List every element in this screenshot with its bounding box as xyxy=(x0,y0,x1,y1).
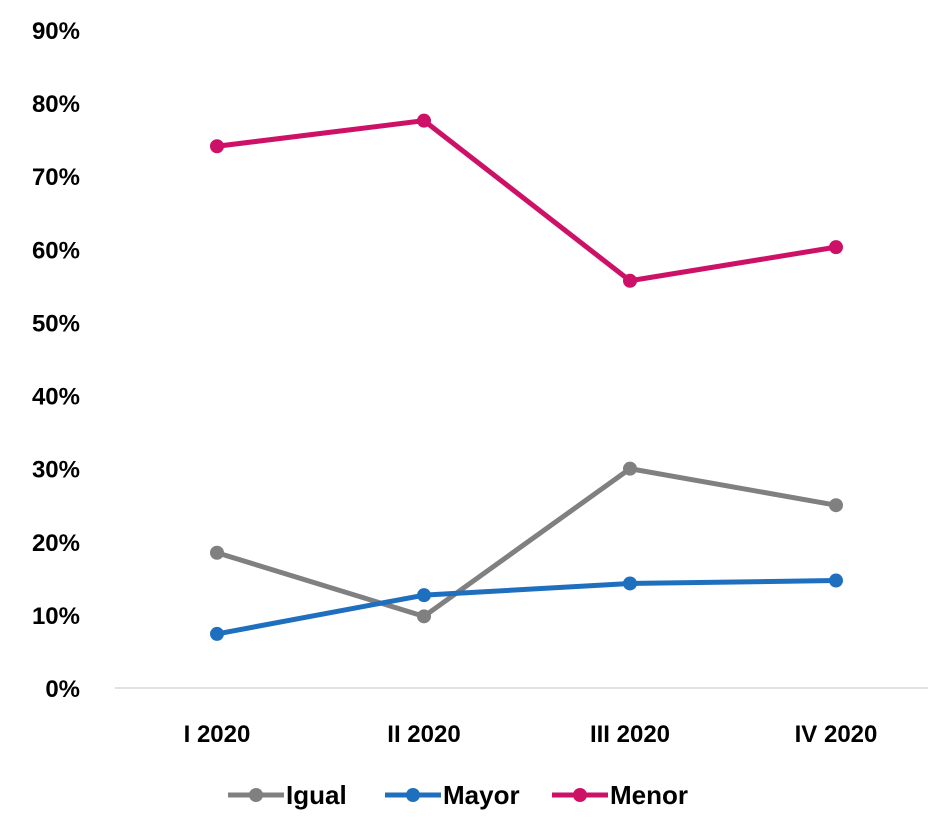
series-line-igual xyxy=(214,466,839,619)
data-point-igual xyxy=(829,498,843,513)
y-tick-label: 40% xyxy=(32,384,80,411)
legend-swatch-marker xyxy=(249,788,263,802)
data-point-menor xyxy=(829,240,843,255)
legend-label: Igual xyxy=(286,780,347,810)
x-tick-label: IV 2020 xyxy=(795,721,878,748)
x-tick-label: I 2020 xyxy=(184,721,251,748)
data-point-igual xyxy=(417,609,431,624)
y-tick-label: 50% xyxy=(32,310,80,337)
legend: Igual Mayor Menor xyxy=(228,780,688,810)
y-tick-label: 20% xyxy=(32,530,80,557)
legend-item-menor: Menor xyxy=(552,780,688,810)
data-point-menor xyxy=(210,139,224,154)
x-axis: I 2020 II 2020 III 2020 IV 2020 xyxy=(184,721,878,748)
legend-item-igual: Igual xyxy=(228,780,347,810)
data-point-igual xyxy=(210,545,224,560)
series-line-mayor xyxy=(214,578,839,637)
y-tick-label: 0% xyxy=(45,676,80,703)
data-point-mayor xyxy=(829,573,843,588)
data-point-mayor xyxy=(210,626,224,641)
y-tick-label: 90% xyxy=(32,18,80,45)
legend-swatch-marker xyxy=(406,788,420,802)
series-mayor xyxy=(210,573,843,641)
data-point-menor xyxy=(417,113,431,128)
y-axis: 0% 10% 20% 30% 40% 50% 60% 70% 80% 90% xyxy=(32,18,80,703)
series-line-menor xyxy=(214,118,839,284)
series-layer xyxy=(210,113,843,641)
legend-label: Mayor xyxy=(443,780,520,810)
data-point-menor xyxy=(623,273,637,288)
x-tick-label: II 2020 xyxy=(387,721,460,748)
legend-label: Menor xyxy=(610,780,688,810)
y-tick-label: 10% xyxy=(32,603,80,630)
data-point-mayor xyxy=(623,576,637,591)
y-tick-label: 30% xyxy=(32,457,80,484)
series-igual xyxy=(210,461,843,624)
legend-swatch-marker xyxy=(573,788,587,802)
legend-item-mayor: Mayor xyxy=(385,780,520,810)
data-point-igual xyxy=(623,461,637,476)
series-menor xyxy=(210,113,843,288)
data-point-mayor xyxy=(417,588,431,603)
x-tick-label: III 2020 xyxy=(590,721,670,748)
y-tick-label: 70% xyxy=(32,164,80,191)
y-tick-label: 80% xyxy=(32,91,80,118)
y-tick-label: 60% xyxy=(32,237,80,264)
